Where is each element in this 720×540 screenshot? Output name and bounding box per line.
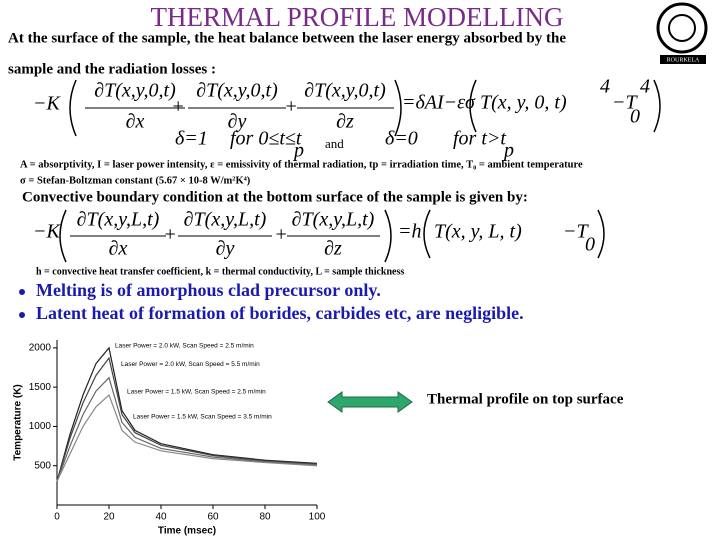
x-axis-label: Time (msec) [158, 526, 216, 537]
eq-term: −T [612, 92, 638, 114]
intro-text: sample and the radiation losses : [8, 61, 216, 77]
note: A = absorptivity, I = laser power intens… [20, 159, 583, 170]
eq-term: −K [33, 221, 61, 243]
eq-term: δ=1 [175, 128, 208, 150]
arrow [327, 391, 413, 413]
eq-term: ∂z [336, 111, 354, 133]
bullet-text: Melting is of amorphous clad precursor o… [36, 280, 381, 300]
eq-term: δ=0 [385, 128, 418, 150]
bullet-text: Latent heat of formation of borides, car… [36, 303, 524, 323]
bullet [19, 289, 25, 295]
eq-term: T(x, y, L, t) [434, 221, 522, 243]
eq-term: ∂y [228, 111, 247, 133]
eq-term: p [502, 140, 514, 162]
eq-term: 0 [630, 106, 640, 128]
note: h = convective heat transfer coefficient… [36, 266, 404, 277]
logo: ROURKELA [656, 2, 708, 64]
caption: Thermal profile on top surface [427, 391, 624, 407]
eq-term: + [171, 96, 185, 118]
bullet [19, 312, 25, 318]
series-label: Laser Power = 2.0 kW, Scan Speed = 2.5 m… [115, 343, 254, 350]
eq-term: + [284, 96, 298, 118]
eq-term: p [292, 140, 304, 162]
eq-term: =δAI−εσ [402, 92, 476, 114]
intro-text: At the surface of the sample, the heat b… [8, 30, 566, 46]
x-tick-label: 0 [54, 512, 60, 523]
eq-term: 4 [600, 76, 610, 98]
eq-term: for t>t [453, 128, 506, 150]
eq-term: −T [563, 221, 589, 243]
series-line [56, 376, 318, 482]
x-tick-label: 20 [103, 512, 115, 523]
equation-2: −K ∂T(x,y,L,t) ∂x + ∂T(x,y,L,t) ∂y + ∂T(… [33, 209, 605, 263]
eq-term: ∂T(x,y,L,t) [77, 209, 160, 231]
plot: 500 1000 1500 2000 0 20 40 60 80 100 Time (msec) Te… [13, 340, 326, 537]
eq-term: for 0≤t≤t [230, 128, 302, 150]
y-tick-label: 1500 [29, 382, 52, 393]
eq-term: 0 [585, 234, 595, 256]
y-tick-label: 500 [34, 460, 51, 471]
eq-term: ∂z [324, 238, 342, 260]
series-label: Laser Power = 1.5 kW, Scan Speed = 2.5 m… [127, 388, 266, 395]
eq-term: ∂T(x,y,0,t) [94, 80, 176, 102]
eq-term: =h [398, 221, 422, 243]
heading: Convective boundary condition at the bot… [22, 189, 528, 205]
eq-term: ∂x [126, 111, 145, 133]
logo-text: ROURKELA [667, 57, 700, 63]
eq-term: and [325, 136, 344, 151]
x-tick-label: 60 [207, 512, 219, 523]
series-line [56, 356, 318, 482]
eq-term: ∂x [109, 238, 128, 260]
eq-term: + [274, 224, 288, 246]
eq-term: ∂T(x,y,0,t) [304, 80, 386, 102]
y-axis-label: Temperature (K) [13, 384, 24, 461]
series-label: Laser Power = 2.0 kW, Scan Speed = 5.5 m… [121, 361, 260, 368]
eq-term: 4 [640, 76, 650, 98]
eq-term: ∂T(x,y,0,t) [196, 80, 278, 102]
eq-term: ∂T(x,y,L,t) [184, 209, 267, 231]
eq-term: ∂y [216, 238, 235, 260]
x-tick-label: 80 [259, 512, 271, 523]
equation-1: −K ∂T(x,y,0,t) ∂x + ∂T(x,y,0,t) ∂y + ∂T(… [33, 76, 661, 162]
x-tick-label: 40 [155, 512, 167, 523]
title: THERMAL PROFILE MODELLING [151, 2, 564, 32]
eq-term: + [163, 224, 177, 246]
x-tick-label: 100 [309, 512, 326, 523]
eq-term: ∂T(x,y,L,t) [292, 209, 375, 231]
eq-term: −K [33, 93, 61, 115]
eq-term: T(x, y, 0, t) [480, 92, 567, 114]
series-line [56, 346, 318, 482]
note: σ = Stefan-Boltzman constant (5.67 × 10-… [20, 175, 251, 186]
series-label: Laser Power = 1.5 kW, Scan Speed = 3.5 m… [133, 414, 272, 421]
series-line [56, 393, 318, 482]
y-tick-label: 1000 [29, 421, 52, 432]
y-tick-label: 2000 [29, 342, 52, 353]
